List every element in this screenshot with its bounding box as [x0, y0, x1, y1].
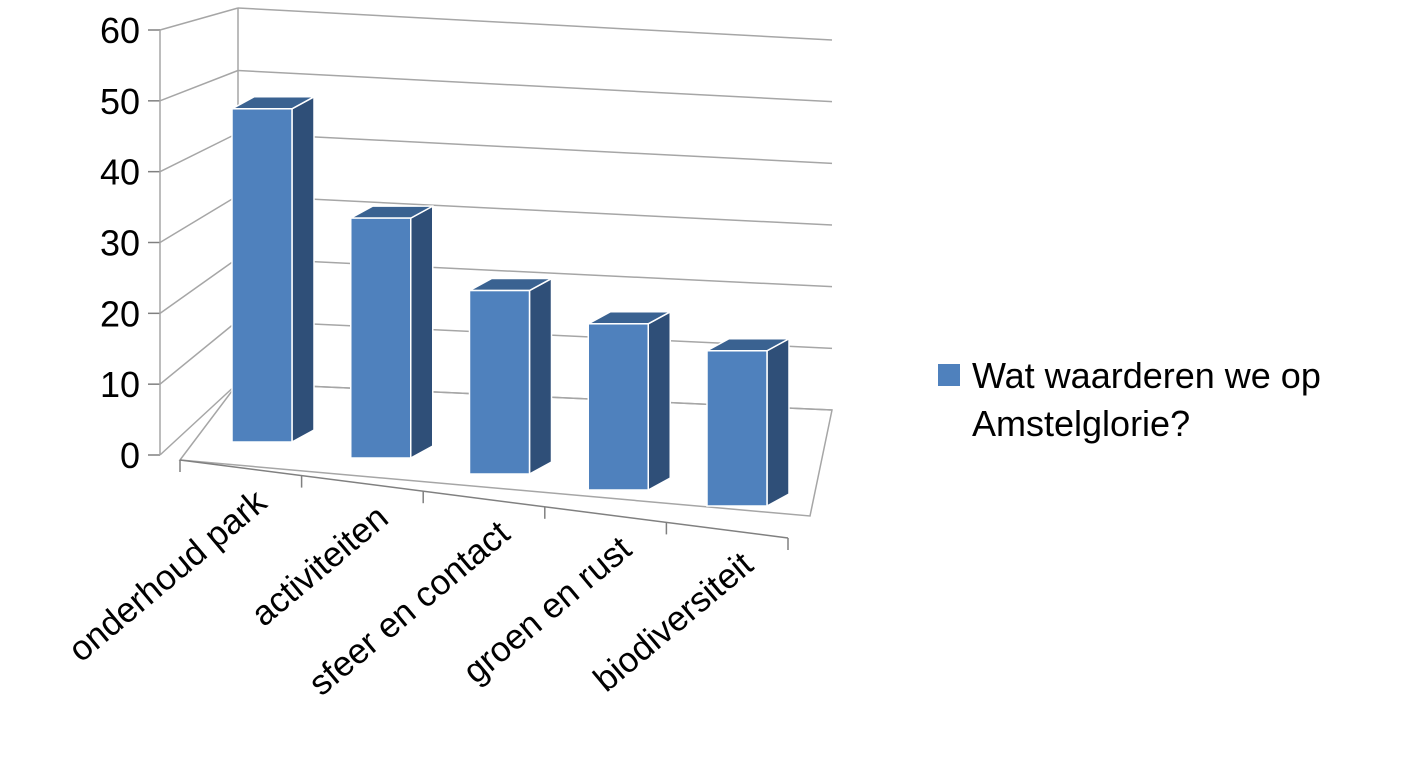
- bar-side: [291, 95, 315, 444]
- y-tick-label: 50: [100, 81, 140, 122]
- legend-label-line-1: Wat waarderen we op: [972, 355, 1321, 396]
- gridline-left: [159, 194, 239, 244]
- gridline-back: [237, 69, 833, 103]
- bar-side: [647, 310, 671, 492]
- gridline-back: [237, 257, 833, 288]
- bar-group: [706, 337, 790, 508]
- gridline-left: [159, 69, 239, 102]
- bar-side: [528, 277, 553, 476]
- y-tick-label: 20: [100, 293, 140, 334]
- gridline-left: [159, 257, 239, 314]
- bar: [706, 350, 768, 507]
- y-axis-tick-labels: 0 10 20 30 40 50 60: [100, 10, 140, 476]
- y-tick-label: 30: [100, 223, 140, 264]
- legend-swatch: [938, 364, 960, 386]
- legend-label-line-2: Amstelglorie?: [972, 403, 1190, 444]
- gridline-back: [237, 7, 833, 41]
- x-axis-line: [179, 459, 789, 539]
- gridline-back: [237, 194, 833, 226]
- gridline-left: [159, 382, 239, 456]
- legend: Wat waarderen we op Amstelglorie?: [938, 355, 1321, 444]
- gridline-back: [237, 132, 833, 165]
- floor-outline: [178, 382, 833, 517]
- gridline-left: [159, 7, 239, 31]
- bar-group: [231, 95, 315, 444]
- y-tick-label: 0: [120, 435, 140, 476]
- bar-side: [410, 204, 434, 460]
- bar: [587, 323, 649, 491]
- y-tick-label: 10: [100, 364, 140, 405]
- bar-group: [350, 204, 434, 460]
- bar-side: [766, 337, 790, 508]
- bars: [231, 95, 790, 508]
- gridline-left: [159, 132, 239, 173]
- bar: [468, 289, 531, 475]
- bar: [231, 108, 293, 443]
- bar-group: [468, 277, 553, 476]
- chart-floor: [178, 382, 833, 550]
- bar: [350, 217, 412, 459]
- y-tick-label: 40: [100, 152, 140, 193]
- gridline-left: [159, 319, 239, 385]
- y-tick-label: 60: [100, 10, 140, 51]
- bar-group: [587, 310, 671, 492]
- x-tick-label: onderhoud park: [61, 482, 274, 670]
